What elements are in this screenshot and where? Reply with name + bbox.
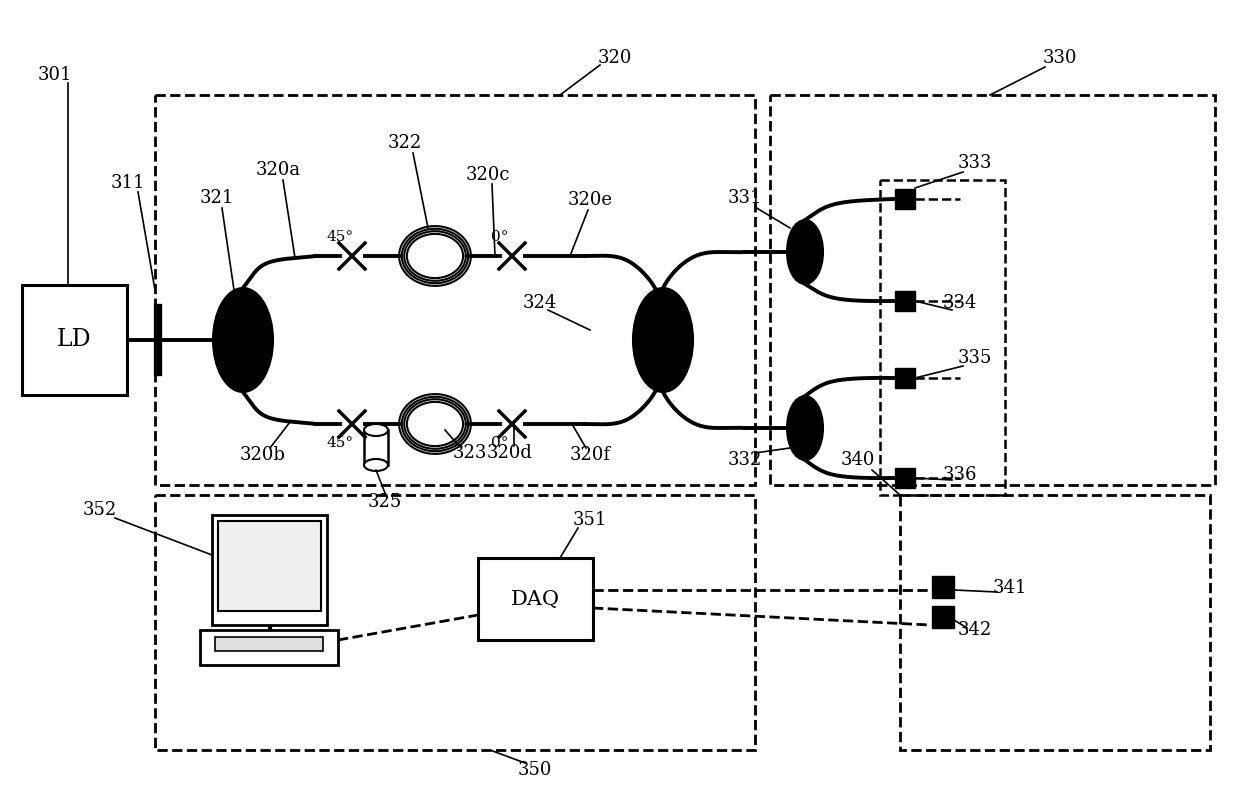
Ellipse shape	[632, 288, 693, 392]
Text: DAQ: DAQ	[511, 590, 559, 608]
Bar	[880, 180, 1004, 495]
Bar	[22, 285, 126, 395]
Text: 322: 322	[388, 134, 422, 152]
Text: 340: 340	[841, 451, 875, 469]
Text: 350: 350	[518, 761, 552, 779]
Bar	[900, 495, 1210, 750]
Text: 336: 336	[942, 466, 977, 484]
Bar	[477, 558, 593, 640]
Text: 341: 341	[993, 579, 1027, 597]
Text: 330: 330	[1043, 49, 1078, 67]
Text: 301: 301	[37, 66, 72, 84]
Text: 331: 331	[728, 189, 763, 207]
Text: 323: 323	[453, 444, 487, 462]
Text: 320d: 320d	[487, 444, 533, 462]
Bar	[895, 189, 915, 209]
Text: LD: LD	[57, 328, 92, 352]
Text: 45°: 45°	[326, 230, 353, 244]
Text: 320c: 320c	[466, 166, 510, 184]
Text: 321: 321	[200, 189, 234, 207]
Ellipse shape	[365, 459, 388, 471]
Text: 320a: 320a	[255, 161, 300, 179]
Text: 335: 335	[957, 349, 992, 367]
Bar	[155, 95, 755, 485]
Ellipse shape	[213, 288, 273, 392]
Ellipse shape	[365, 424, 388, 436]
Bar	[200, 630, 339, 665]
Bar	[895, 368, 915, 388]
Bar	[155, 495, 755, 750]
Bar	[932, 576, 954, 598]
Text: 351: 351	[573, 511, 608, 529]
Ellipse shape	[787, 220, 823, 284]
Bar	[215, 637, 322, 651]
Text: 324: 324	[523, 294, 557, 312]
Bar	[895, 468, 915, 488]
Text: 320: 320	[598, 49, 632, 67]
Bar	[770, 95, 1215, 485]
Text: 320b: 320b	[241, 446, 286, 464]
Text: 320f: 320f	[569, 446, 610, 464]
Bar	[895, 291, 915, 311]
Text: 0°: 0°	[491, 436, 508, 450]
Text: 325: 325	[368, 493, 402, 511]
Text: 334: 334	[942, 294, 977, 312]
Bar	[212, 515, 327, 625]
Text: 311: 311	[110, 174, 145, 192]
Text: 352: 352	[83, 501, 117, 519]
Bar	[932, 606, 954, 628]
Text: 320e: 320e	[568, 191, 613, 209]
Text: 333: 333	[957, 154, 992, 172]
Bar	[218, 521, 321, 611]
Ellipse shape	[787, 396, 823, 460]
Text: 332: 332	[728, 451, 763, 469]
Text: 342: 342	[957, 621, 992, 639]
Bar	[365, 430, 388, 465]
Text: 0°: 0°	[491, 230, 508, 244]
Text: 45°: 45°	[326, 436, 353, 450]
